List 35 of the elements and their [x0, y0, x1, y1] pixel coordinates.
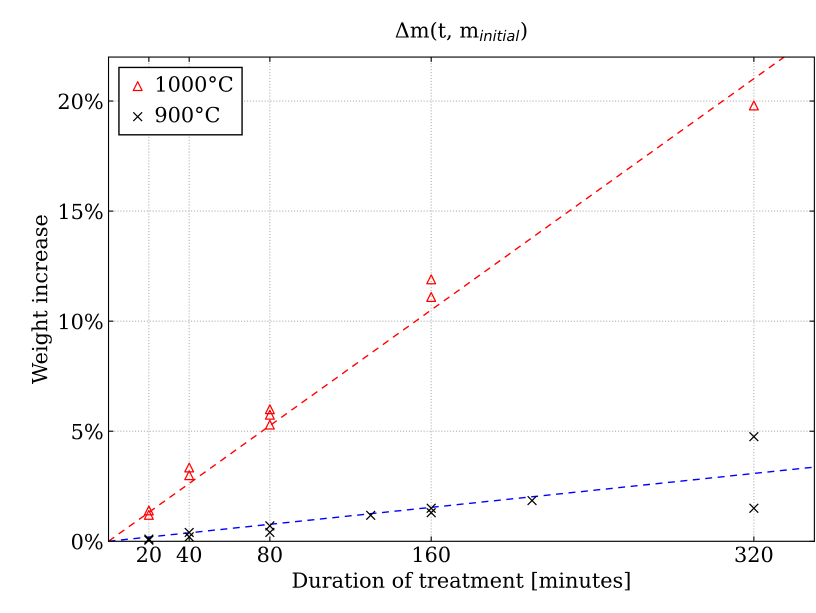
point [426, 503, 436, 514]
point [426, 292, 436, 302]
point [184, 470, 194, 480]
point [264, 404, 275, 414]
point [527, 496, 538, 506]
x-tick-label: 80 [258, 546, 282, 562]
point [184, 532, 194, 542]
y-tick-label: 0% [72, 534, 103, 550]
point [748, 503, 759, 514]
point [748, 100, 759, 110]
point [264, 520, 275, 531]
y-tick-label: 15% [60, 204, 103, 220]
point [144, 510, 154, 520]
point [184, 527, 194, 538]
y-tick-label: 10% [60, 314, 103, 330]
point [426, 508, 436, 518]
point [426, 274, 436, 284]
legend-label: 900°C [156, 106, 220, 122]
point [144, 505, 154, 516]
point [366, 510, 376, 520]
point [748, 432, 759, 442]
x-tick-label: 20 [137, 546, 161, 562]
y-tick-label: 20% [58, 93, 103, 110]
chart-title: Δm(t, m$_{initial}$) [396, 22, 526, 42]
point [264, 420, 275, 430]
point [184, 462, 194, 473]
legend-label: 1000°C [156, 76, 232, 92]
x-tick-label: 40 [176, 546, 202, 562]
y-tick-label: 5% [72, 424, 103, 440]
x-tick-label: 320 [736, 546, 772, 562]
point [264, 410, 275, 420]
point [264, 527, 275, 538]
x-axis-title: Duration of treatment [minutes] [292, 572, 630, 590]
x-tick-label: 160 [414, 546, 450, 562]
y-axis-title: Weight increase [31, 215, 52, 384]
